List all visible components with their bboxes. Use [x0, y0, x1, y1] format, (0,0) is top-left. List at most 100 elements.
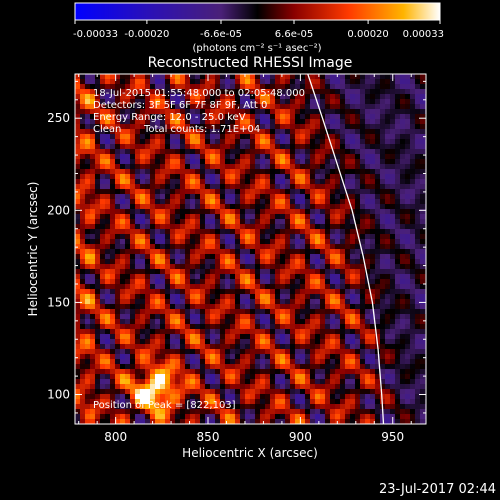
heatmap-cell — [205, 104, 210, 109]
heatmap-cell — [185, 334, 190, 339]
heatmap-cell — [90, 314, 95, 319]
heatmap-cell — [225, 214, 230, 219]
heatmap-cell — [305, 334, 310, 339]
heatmap-cell — [125, 389, 130, 394]
heatmap-cell — [285, 154, 290, 159]
heatmap-cell — [185, 324, 190, 329]
heatmap-cell — [270, 94, 275, 99]
heatmap-cell — [145, 324, 150, 329]
heatmap-cell — [380, 394, 385, 399]
heatmap-cell — [170, 269, 175, 274]
heatmap-cell — [75, 274, 80, 279]
heatmap-cell — [380, 74, 385, 79]
heatmap-cell — [385, 139, 390, 144]
heatmap-cell — [225, 404, 230, 409]
heatmap-cell — [90, 194, 95, 199]
heatmap-cell — [75, 344, 80, 349]
heatmap-cell — [295, 189, 300, 194]
heatmap-cell — [250, 94, 255, 99]
heatmap-cell — [300, 139, 305, 144]
heatmap-cell — [95, 319, 100, 324]
heatmap-cell — [410, 274, 415, 279]
heatmap-cell — [185, 239, 190, 244]
heatmap-cell — [395, 284, 400, 289]
heatmap-cell — [315, 249, 320, 254]
heatmap-cell — [330, 74, 335, 79]
heatmap-cell — [210, 189, 215, 194]
heatmap-cell — [110, 79, 115, 84]
heatmap-cell — [265, 414, 270, 419]
heatmap-cell — [330, 114, 335, 119]
heatmap-cell — [160, 279, 165, 284]
heatmap-cell — [250, 379, 255, 384]
heatmap-cell — [345, 149, 350, 154]
heatmap-cell — [120, 124, 125, 129]
heatmap-cell — [180, 129, 185, 134]
heatmap-cell — [300, 214, 305, 219]
heatmap-cell — [260, 134, 265, 139]
heatmap-cell — [175, 404, 180, 409]
heatmap-cell — [305, 124, 310, 129]
heatmap-cell — [320, 394, 325, 399]
heatmap-cell — [95, 314, 100, 319]
heatmap-cell — [420, 414, 425, 419]
heatmap-cell — [210, 124, 215, 129]
heatmap-cell — [100, 189, 105, 194]
heatmap-cell — [225, 399, 230, 404]
heatmap-cell — [380, 164, 385, 169]
heatmap-cell — [75, 149, 80, 154]
heatmap-cell — [255, 249, 260, 254]
heatmap-cell — [340, 139, 345, 144]
heatmap-cell — [400, 354, 405, 359]
heatmap-cell — [85, 374, 90, 379]
heatmap-cell — [355, 219, 360, 224]
heatmap-cell — [210, 79, 215, 84]
heatmap-cell — [390, 264, 395, 269]
heatmap-cell — [370, 394, 375, 399]
heatmap-cell — [280, 74, 285, 79]
heatmap-cell — [415, 109, 420, 114]
heatmap-cell — [415, 249, 420, 254]
heatmap-cell — [125, 164, 130, 169]
heatmap-cell — [360, 99, 365, 104]
heatmap-cell — [220, 399, 225, 404]
heatmap-cell — [370, 184, 375, 189]
heatmap-cell — [415, 364, 420, 369]
heatmap-cell — [140, 344, 145, 349]
heatmap-cell — [150, 209, 155, 214]
heatmap-cell — [320, 339, 325, 344]
heatmap-cell — [400, 364, 405, 369]
heatmap-cell — [290, 234, 295, 239]
heatmap-cell — [295, 384, 300, 389]
heatmap-cell — [420, 294, 425, 299]
heatmap-cell — [345, 204, 350, 209]
heatmap-cell — [205, 409, 210, 414]
heatmap-cell — [170, 94, 175, 99]
heatmap-cell — [340, 339, 345, 344]
heatmap-cell — [335, 194, 340, 199]
heatmap-cell — [85, 139, 90, 144]
heatmap-cell — [285, 329, 290, 334]
heatmap-cell — [150, 134, 155, 139]
heatmap-cell — [115, 229, 120, 234]
heatmap-cell — [100, 389, 105, 394]
heatmap-cell — [250, 349, 255, 354]
heatmap-cell — [170, 389, 175, 394]
heatmap-cell — [295, 84, 300, 89]
heatmap-cell — [185, 84, 190, 89]
heatmap-cell — [310, 169, 315, 174]
heatmap-cell — [145, 354, 150, 359]
heatmap-cell — [80, 379, 85, 384]
heatmap-cell — [370, 154, 375, 159]
heatmap-cell — [400, 309, 405, 314]
heatmap-cell — [275, 129, 280, 134]
heatmap-cell — [150, 219, 155, 224]
heatmap-cell — [95, 219, 100, 224]
heatmap-cell — [310, 99, 315, 104]
heatmap-cell — [385, 384, 390, 389]
heatmap-cell — [165, 414, 170, 419]
heatmap-cell — [360, 364, 365, 369]
heatmap-cell — [80, 174, 85, 179]
heatmap-cell — [115, 94, 120, 99]
heatmap-cell — [260, 169, 265, 174]
